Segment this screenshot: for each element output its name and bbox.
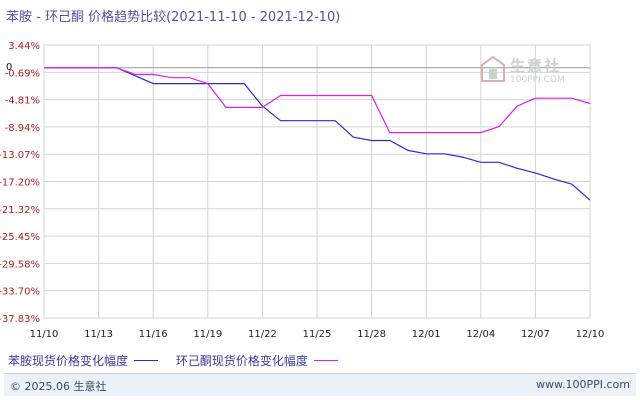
legend: 苯胺现货价格变化幅度 环己酮现货价格变化幅度 <box>8 352 352 369</box>
y-tick-label: -37.83% <box>0 314 40 325</box>
y-tick-label: -8.94% <box>5 123 40 134</box>
x-tick-label: 11/28 <box>357 329 386 340</box>
legend-label-cyclohexanone: 环己酮现货价格变化幅度 <box>175 354 308 368</box>
x-tick-label: 11/25 <box>303 329 332 340</box>
y-tick-label: -17.20% <box>0 178 40 189</box>
site-url-link[interactable]: www.100PPI.com <box>536 378 630 391</box>
zero-label: 0 <box>6 62 12 73</box>
y-tick-label: -33.70% <box>0 287 40 298</box>
watermark-url: 100PPI.COM <box>510 75 565 85</box>
x-tick-label: 11/16 <box>139 329 168 340</box>
x-tick-label: 12/07 <box>521 329 550 340</box>
legend-swatch-aniline <box>134 360 159 361</box>
grid-layer <box>43 44 591 319</box>
watermark-name: 生意社 <box>510 57 562 75</box>
legend-swatch-cyclohexanone <box>313 360 338 361</box>
series-layer <box>44 67 591 201</box>
legend-label-aniline: 苯胺现货价格变化幅度 <box>8 354 129 368</box>
x-tick-label: 11/22 <box>248 329 277 340</box>
x-tick-label: 12/04 <box>466 329 495 340</box>
x-tick-label: 11/10 <box>30 329 59 340</box>
chart-title: 苯胺 - 环己酮 价格趋势比较(2021-11-10 - 2021-12-10) <box>6 10 341 25</box>
x-tick-label: 11/19 <box>193 329 222 340</box>
x-tick-label: 11/13 <box>84 329 113 340</box>
y-tick-label: -21.32% <box>0 205 40 216</box>
y-tick-label: -29.58% <box>0 259 40 270</box>
y-tick-label: -13.07% <box>0 150 40 161</box>
footer-bar: © 2025.06 生意社 www.100PPI.com <box>4 373 636 396</box>
y-tick-label: -25.45% <box>0 232 40 243</box>
legend-item-cyclohexanone: 环己酮现货价格变化幅度 <box>176 352 338 369</box>
y-tick-label: -4.81% <box>5 96 40 107</box>
x-tick-label: 12/10 <box>576 329 605 340</box>
copyright-text: © 2025.06 生意社 <box>10 380 107 393</box>
series-line-1 <box>44 67 591 134</box>
y-tick-label: -0.69% <box>5 68 40 79</box>
legend-item-aniline: 苯胺现货价格变化幅度 <box>8 352 159 369</box>
watermark-logo-icon <box>481 55 505 82</box>
x-tick-label: 12/01 <box>412 329 441 340</box>
watermark: 生意社 100PPI.COM <box>480 55 580 89</box>
label-layer: 3.44% -0.69% -4.81% -8.94% -13.07% -17.20% -21… <box>0 41 604 340</box>
y-tick-label: 3.44% <box>8 41 40 52</box>
